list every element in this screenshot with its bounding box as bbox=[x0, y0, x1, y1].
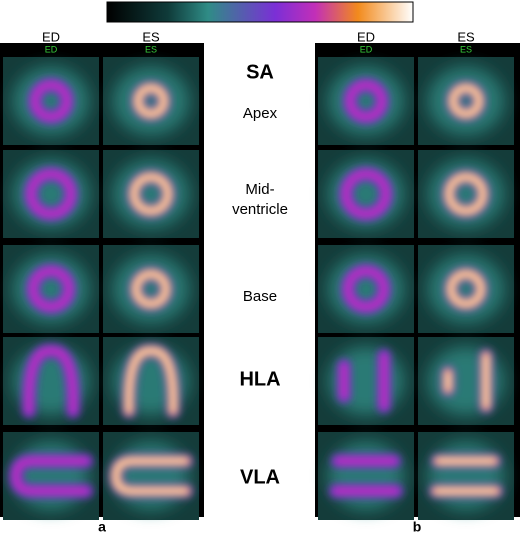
image-tile bbox=[318, 432, 414, 520]
row-label: Base bbox=[243, 288, 277, 305]
image-tile bbox=[103, 337, 199, 425]
image-tile bbox=[418, 245, 514, 333]
image-tile bbox=[103, 150, 199, 238]
uptake-peak bbox=[451, 86, 481, 116]
image-tile bbox=[103, 245, 199, 333]
tissue bbox=[328, 255, 404, 323]
tracer-uptake bbox=[441, 349, 493, 413]
uptake-core bbox=[333, 458, 399, 494]
tissue bbox=[428, 255, 504, 323]
image-tile bbox=[418, 57, 514, 145]
uptake-peak bbox=[446, 354, 488, 408]
tracer-uptake bbox=[341, 264, 391, 314]
tracer-uptake bbox=[21, 344, 81, 418]
column-tag: ES bbox=[460, 44, 472, 54]
image-tile bbox=[418, 432, 514, 520]
tissue bbox=[428, 67, 504, 135]
tracer-uptake bbox=[108, 454, 193, 498]
image-tile bbox=[3, 57, 99, 145]
tracer-uptake bbox=[446, 81, 486, 121]
tracer-uptake bbox=[131, 81, 171, 121]
row-heading: VLA bbox=[240, 466, 280, 488]
image-tile bbox=[418, 150, 514, 238]
uptake-core bbox=[341, 353, 387, 409]
image-tile bbox=[418, 337, 514, 425]
row-label: Mid- bbox=[245, 181, 274, 198]
tracer-uptake bbox=[329, 454, 403, 498]
tracer-uptake bbox=[444, 267, 488, 311]
tracer-uptake bbox=[343, 78, 389, 124]
uptake-peak bbox=[136, 86, 166, 116]
colorbar bbox=[106, 1, 414, 23]
tissue bbox=[113, 442, 189, 510]
tracer-uptake bbox=[339, 167, 393, 221]
tissue bbox=[13, 255, 89, 323]
uptake-core bbox=[345, 268, 387, 310]
tissue bbox=[113, 255, 189, 323]
uptake-core bbox=[28, 171, 74, 217]
row-heading: HLA bbox=[239, 368, 280, 390]
tissue bbox=[13, 67, 89, 135]
tracer-uptake bbox=[337, 349, 391, 413]
uptake-core bbox=[25, 348, 77, 414]
column-tag: ED bbox=[360, 44, 373, 54]
tissue bbox=[113, 67, 189, 135]
image-tile bbox=[318, 57, 414, 145]
column-tag: ES bbox=[145, 44, 157, 54]
panel-label: a bbox=[98, 519, 106, 535]
image-tile bbox=[318, 337, 414, 425]
uptake-peak bbox=[114, 459, 188, 493]
uptake-core bbox=[12, 458, 89, 494]
tracer-uptake bbox=[24, 167, 78, 221]
uptake-peak bbox=[447, 175, 485, 213]
row-heading: SA bbox=[246, 61, 274, 83]
column-label: ES bbox=[457, 29, 475, 44]
tissue bbox=[328, 67, 404, 135]
tracer-uptake bbox=[8, 454, 93, 498]
image-tile bbox=[318, 150, 414, 238]
row-label: ventricle bbox=[232, 201, 288, 218]
image-tile bbox=[103, 432, 199, 520]
column-tag: ED bbox=[45, 44, 58, 54]
column-label: ES bbox=[142, 29, 160, 44]
tracer-uptake bbox=[127, 170, 175, 218]
image-tile bbox=[3, 245, 99, 333]
tracer-uptake bbox=[129, 267, 173, 311]
image-tile bbox=[3, 150, 99, 238]
tracer-uptake bbox=[429, 454, 503, 498]
image-tile bbox=[318, 245, 414, 333]
uptake-peak bbox=[434, 459, 498, 493]
uptake-core bbox=[30, 268, 72, 310]
tracer-uptake bbox=[121, 344, 181, 418]
uptake-peak bbox=[132, 175, 170, 213]
column-label: ED bbox=[42, 29, 60, 44]
image-tile bbox=[3, 432, 99, 520]
tissue bbox=[328, 442, 404, 510]
tracer-uptake bbox=[442, 170, 490, 218]
tracer-uptake bbox=[28, 78, 74, 124]
row-label: Apex bbox=[243, 105, 278, 122]
column-label: ED bbox=[357, 29, 375, 44]
tissue bbox=[13, 442, 89, 510]
uptake-peak bbox=[127, 349, 175, 413]
image-tile bbox=[3, 337, 99, 425]
uptake-core bbox=[32, 82, 70, 120]
uptake-core bbox=[347, 82, 385, 120]
image-tile bbox=[103, 57, 199, 145]
uptake-core bbox=[343, 171, 389, 217]
panel-label: b bbox=[413, 519, 422, 535]
uptake-peak bbox=[134, 272, 168, 306]
tissue bbox=[428, 442, 504, 510]
tissue bbox=[113, 160, 189, 228]
tracer-uptake bbox=[26, 264, 76, 314]
tissue bbox=[428, 160, 504, 228]
uptake-peak bbox=[449, 272, 483, 306]
